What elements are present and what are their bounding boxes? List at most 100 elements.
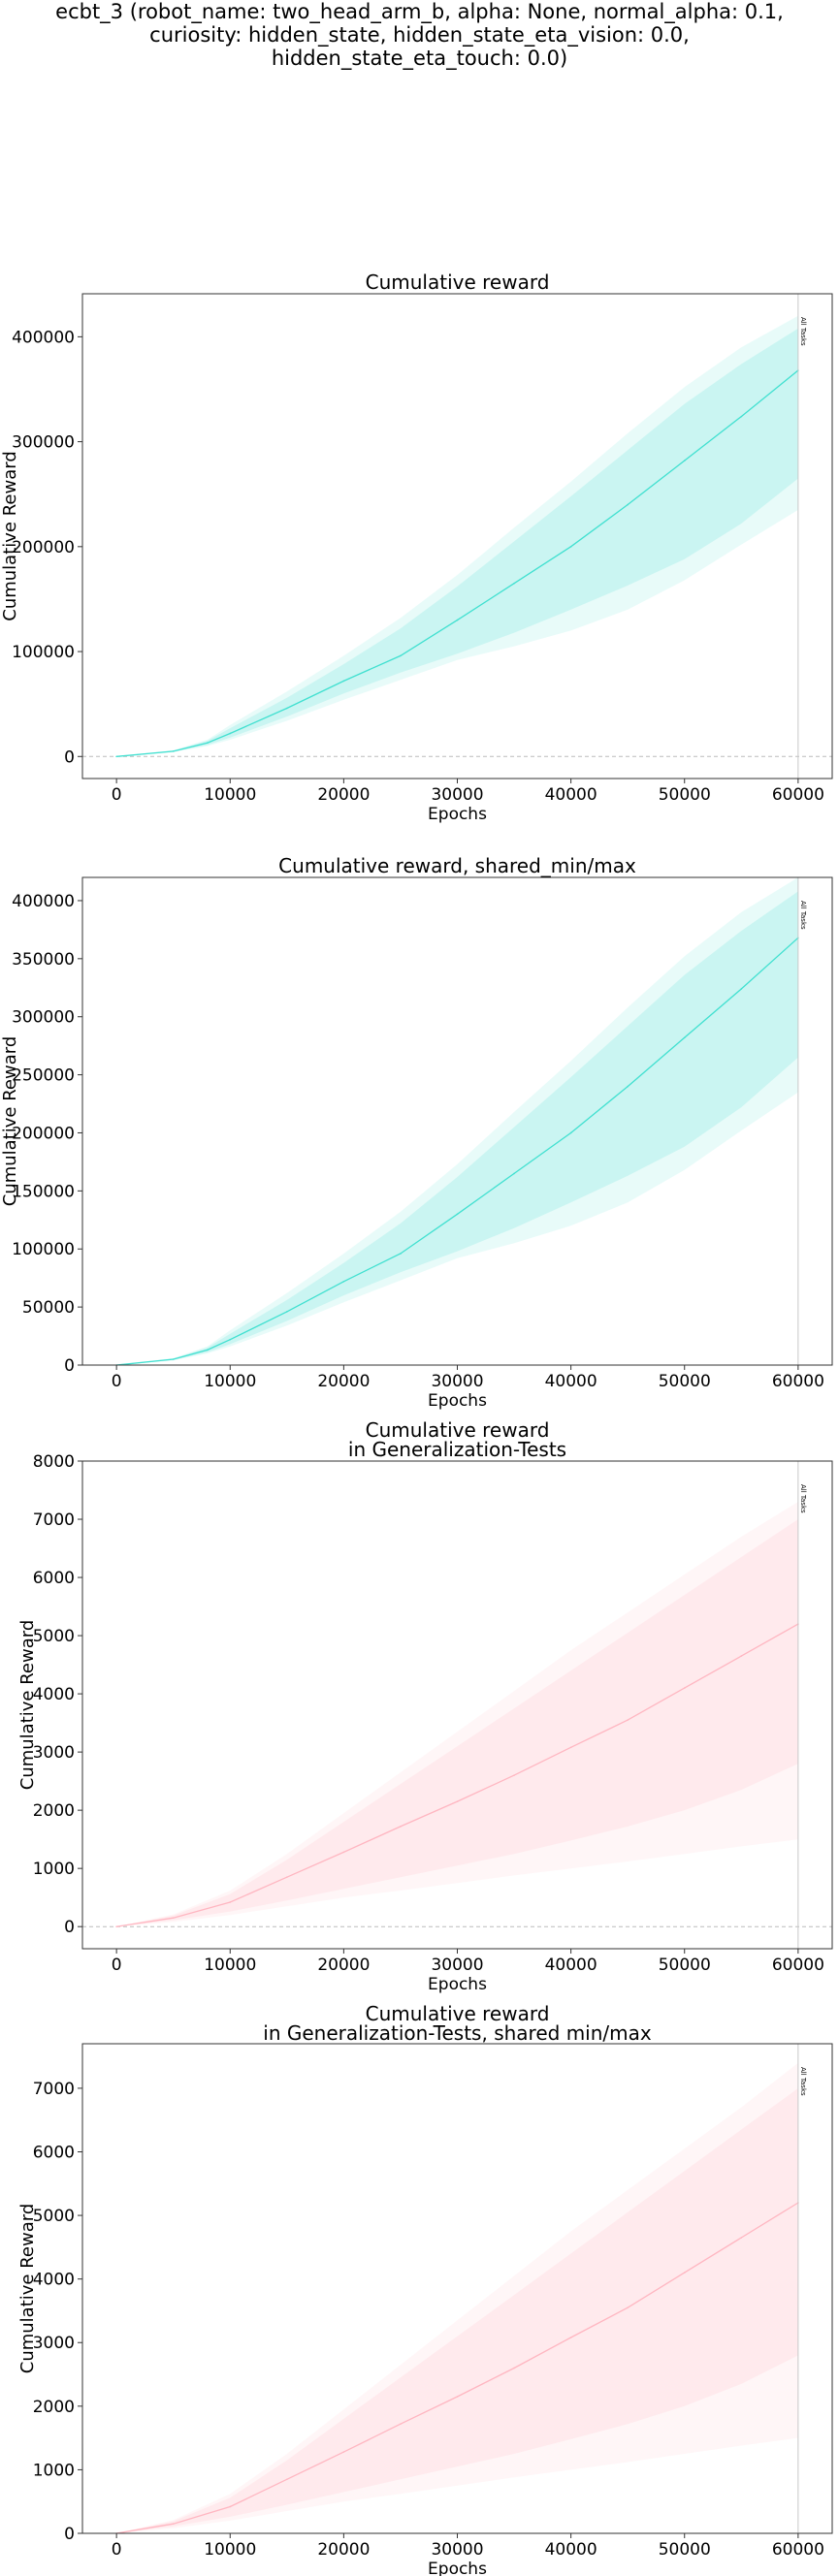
vline-label: All Tasks: [799, 317, 807, 346]
x-tick-label: 20000: [317, 1956, 370, 1975]
y-tick-label: 5000: [33, 2207, 75, 2226]
y-axis-label: Cumulative Reward: [0, 451, 20, 621]
data-point: [286, 1876, 288, 1878]
y-tick-label: 150000: [12, 1182, 75, 1201]
y-tick-label: 200000: [12, 538, 75, 557]
data-point: [740, 988, 743, 990]
mean-line: [116, 937, 799, 1366]
y-tick-label: 200000: [12, 1124, 75, 1143]
data-point: [229, 1901, 232, 1903]
vline-label: All Tasks: [799, 1484, 807, 1513]
chart-title: Cumulative reward: [366, 2002, 550, 2025]
chart-title: in Generalization-Tests: [348, 1438, 566, 1461]
data-point: [627, 503, 629, 506]
x-tick-label: 30000: [431, 2540, 483, 2560]
x-tick-label: 10000: [204, 785, 256, 805]
data-point: [286, 2478, 288, 2481]
x-tick-label: 20000: [317, 1372, 370, 1391]
quartile-band: [116, 1519, 798, 1927]
data-point: [569, 546, 572, 548]
data-point: [342, 680, 345, 683]
data-point: [513, 2367, 515, 2369]
data-point: [569, 2337, 572, 2338]
data-point: [286, 707, 288, 710]
y-tick-label: 8000: [33, 1452, 75, 1472]
y-tick-label: 250000: [12, 1066, 75, 1086]
x-axis-label: Epochs: [428, 1391, 487, 1411]
x-tick-label: 30000: [431, 1372, 483, 1391]
vline-label: All Tasks: [799, 2067, 807, 2096]
y-tick-label: 6000: [33, 1569, 75, 1588]
data-point: [513, 582, 515, 585]
data-point: [513, 1774, 515, 1776]
data-point: [207, 742, 209, 745]
chart-title: Cumulative reward: [366, 1418, 550, 1442]
x-tick-label: 20000: [317, 2540, 370, 2560]
mean-line: [116, 369, 799, 757]
data-point: [286, 1311, 288, 1313]
x-tick-label: 10000: [204, 1372, 256, 1391]
data-point: [456, 2396, 459, 2398]
data-point: [229, 2505, 232, 2508]
x-tick-label: 0: [112, 1956, 122, 1975]
x-tick-label: 10000: [204, 2540, 256, 2560]
y-tick-label: 0: [64, 2525, 75, 2544]
y-tick-label: 5000: [33, 1627, 75, 1646]
y-tick-label: 4000: [33, 2271, 75, 2290]
data-point: [207, 1349, 209, 1352]
data-point: [513, 1172, 515, 1175]
y-tick-label: 1000: [33, 1860, 75, 1879]
x-tick-label: 0: [112, 2540, 122, 2560]
data-point: [569, 1746, 572, 1749]
data-point: [115, 1925, 117, 1927]
y-tick-label: 100000: [12, 643, 75, 662]
data-point: [627, 1085, 629, 1088]
x-tick-label: 60000: [772, 785, 824, 805]
x-tick-label: 30000: [431, 1956, 483, 1975]
data-point: [456, 619, 459, 621]
x-axis-label: Epochs: [428, 2560, 487, 2576]
data-point: [400, 1253, 402, 1255]
y-tick-label: 7000: [33, 1511, 75, 1530]
minmax-band: [116, 315, 798, 757]
minmax-band: [116, 1502, 798, 1927]
data-point: [683, 1687, 686, 1689]
data-point: [342, 2451, 345, 2453]
y-tick-label: 50000: [22, 1298, 75, 1318]
y-tick-label: 300000: [12, 433, 75, 453]
x-tick-label: 40000: [545, 785, 597, 805]
data-point: [683, 2272, 686, 2274]
x-tick-label: 50000: [659, 1956, 711, 1975]
x-tick-label: 30000: [431, 785, 483, 805]
x-tick-label: 50000: [659, 785, 711, 805]
y-tick-label: 350000: [12, 950, 75, 970]
quartile-band: [116, 2087, 798, 2533]
y-axis-label: Cumulative Reward: [17, 1620, 38, 1791]
x-tick-label: 10000: [204, 1956, 256, 1975]
data-point: [172, 1358, 175, 1360]
data-point: [172, 750, 175, 752]
x-tick-label: 60000: [772, 1372, 824, 1391]
y-tick-label: 4000: [33, 1685, 75, 1704]
chart-title: Cumulative reward, shared_min/max: [278, 854, 636, 877]
data-point: [740, 2237, 743, 2239]
data-point: [229, 732, 232, 735]
chart-1: All Tasks 0 10000 20000 30000 40000 50000 60000…: [0, 270, 833, 824]
data-point: [172, 1917, 175, 1919]
y-tick-label: 2000: [33, 2398, 75, 2417]
x-tick-label: 20000: [317, 785, 370, 805]
y-tick-label: 3000: [33, 2334, 75, 2353]
y-tick-label: 300000: [12, 1008, 75, 1028]
y-tick-label: 400000: [12, 892, 75, 911]
x-tick-label: 60000: [772, 2540, 824, 2560]
data-point: [740, 1655, 743, 1657]
data-point: [456, 1213, 459, 1216]
y-tick-label: 0: [64, 747, 75, 767]
data-point: [342, 1280, 345, 1283]
x-tick-label: 50000: [659, 1372, 711, 1391]
data-point: [229, 1338, 232, 1341]
x-axis-label: Epochs: [428, 1975, 487, 1994]
x-tick-label: 40000: [545, 1372, 597, 1391]
